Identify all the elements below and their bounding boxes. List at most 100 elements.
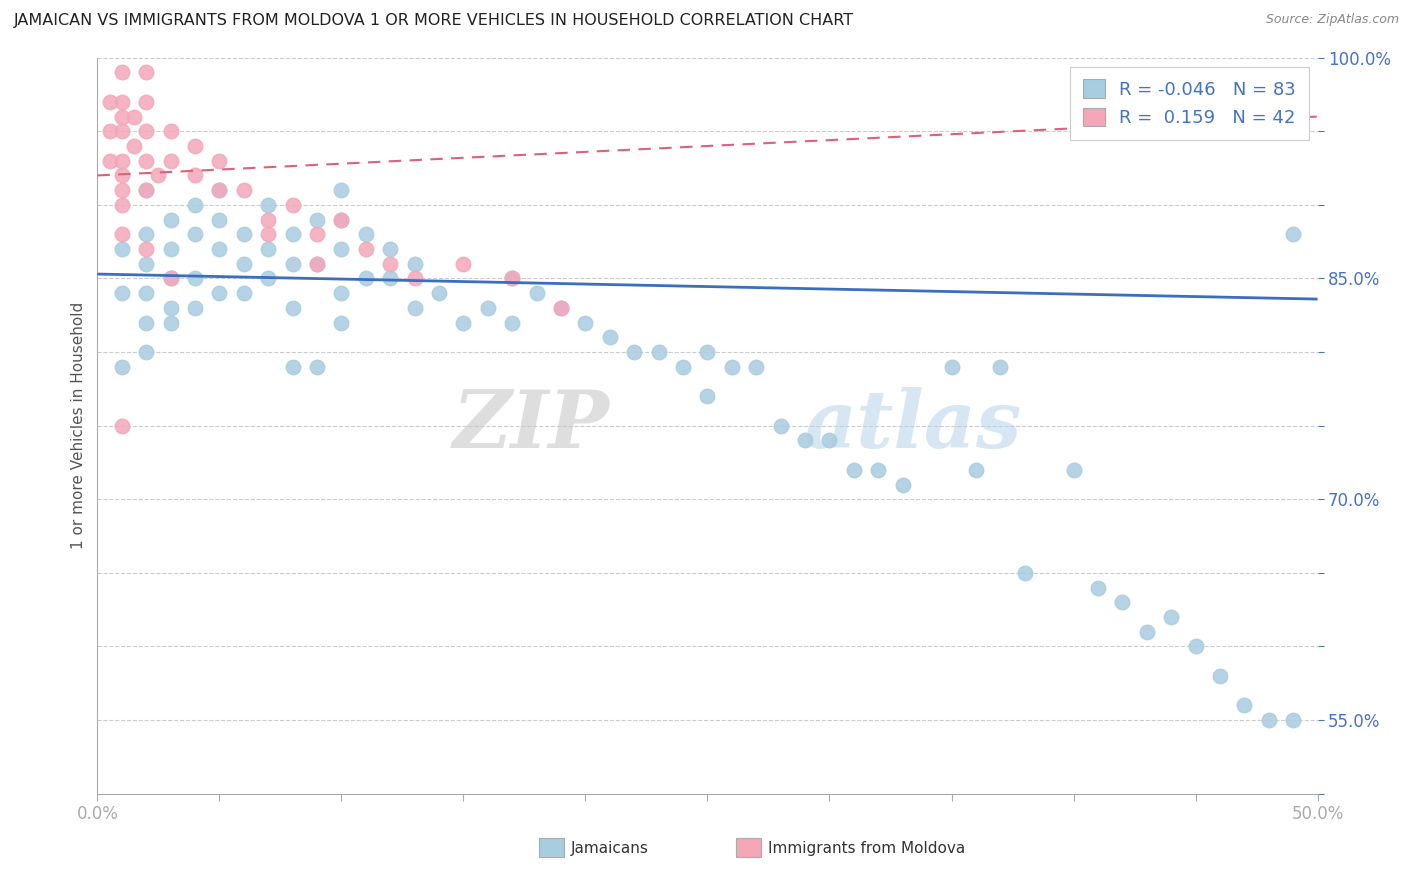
Point	[404, 271, 426, 285]
Point	[135, 286, 157, 301]
Point	[769, 418, 792, 433]
Point	[135, 257, 157, 271]
Point	[135, 183, 157, 197]
Point	[330, 212, 353, 227]
Point	[257, 212, 280, 227]
Point	[891, 477, 914, 491]
Text: JAMAICAN VS IMMIGRANTS FROM MOLDOVA 1 OR MORE VEHICLES IN HOUSEHOLD CORRELATION : JAMAICAN VS IMMIGRANTS FROM MOLDOVA 1 OR…	[14, 13, 855, 29]
Point	[281, 301, 304, 315]
Text: Immigrants from Moldova: Immigrants from Moldova	[768, 840, 965, 855]
Point	[380, 242, 402, 256]
Point	[135, 153, 157, 168]
Point	[184, 301, 207, 315]
Point	[208, 183, 231, 197]
Point	[647, 345, 669, 359]
Point	[380, 257, 402, 271]
Point	[208, 153, 231, 168]
Point	[1282, 713, 1305, 727]
Point	[184, 139, 207, 153]
Point	[111, 153, 134, 168]
Point	[98, 95, 121, 109]
Point	[330, 286, 353, 301]
Point	[354, 227, 377, 242]
Point	[672, 359, 695, 374]
Point	[232, 183, 254, 197]
Point	[501, 271, 523, 285]
Point	[159, 301, 181, 315]
Point	[184, 169, 207, 183]
Point	[305, 212, 328, 227]
Point	[550, 301, 572, 315]
Point	[257, 242, 280, 256]
Point	[111, 418, 134, 433]
Point	[501, 316, 523, 330]
Point	[111, 183, 134, 197]
Point	[159, 242, 181, 256]
Point	[330, 183, 353, 197]
Point	[281, 359, 304, 374]
Point	[135, 316, 157, 330]
Point	[305, 257, 328, 271]
Text: atlas: atlas	[806, 387, 1022, 465]
Point	[135, 65, 157, 79]
Point	[135, 183, 157, 197]
Point	[330, 316, 353, 330]
Point	[111, 242, 134, 256]
Point	[135, 124, 157, 138]
Point	[281, 257, 304, 271]
Point	[98, 153, 121, 168]
Point	[208, 183, 231, 197]
Point	[721, 359, 744, 374]
Point	[988, 359, 1011, 374]
Point	[184, 198, 207, 212]
Point	[159, 271, 181, 285]
Point	[122, 110, 145, 124]
Point	[330, 212, 353, 227]
Y-axis label: 1 or more Vehicles in Household: 1 or more Vehicles in Household	[72, 302, 86, 549]
Point	[818, 434, 841, 448]
Point	[111, 95, 134, 109]
Point	[111, 198, 134, 212]
Point	[1087, 581, 1109, 595]
Point	[281, 227, 304, 242]
Point	[111, 65, 134, 79]
Point	[159, 316, 181, 330]
Point	[232, 257, 254, 271]
Text: Jamaicans: Jamaicans	[571, 840, 650, 855]
Point	[257, 271, 280, 285]
Point	[305, 257, 328, 271]
Point	[794, 434, 817, 448]
Point	[623, 345, 645, 359]
Point	[159, 212, 181, 227]
Point	[868, 463, 890, 477]
Point	[501, 271, 523, 285]
Point	[232, 286, 254, 301]
Point	[305, 359, 328, 374]
Point	[111, 169, 134, 183]
Point	[965, 463, 987, 477]
Point	[135, 95, 157, 109]
Point	[135, 242, 157, 256]
Point	[1257, 713, 1279, 727]
Point	[98, 124, 121, 138]
Point	[1063, 463, 1085, 477]
Point	[574, 316, 596, 330]
Point	[111, 286, 134, 301]
Point	[380, 271, 402, 285]
Point	[111, 110, 134, 124]
Point	[404, 257, 426, 271]
Point	[354, 271, 377, 285]
Point	[257, 227, 280, 242]
Point	[1136, 624, 1159, 639]
Point	[208, 242, 231, 256]
Point	[1184, 640, 1206, 654]
Point	[281, 198, 304, 212]
Point	[1111, 595, 1133, 609]
Point	[477, 301, 499, 315]
Point	[1160, 610, 1182, 624]
Point	[184, 271, 207, 285]
Point	[453, 257, 475, 271]
Point	[148, 169, 170, 183]
Point	[1233, 698, 1256, 713]
Point	[1282, 227, 1305, 242]
